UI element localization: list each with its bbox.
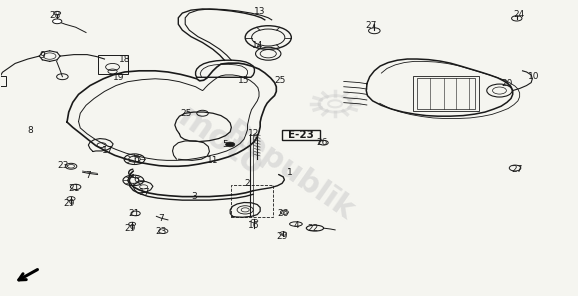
Text: 4: 4 [293, 221, 299, 230]
Text: 12: 12 [247, 129, 259, 138]
Text: 17: 17 [102, 147, 113, 155]
Text: 1: 1 [287, 168, 293, 177]
Bar [413, 76, 479, 111]
Text: 28: 28 [50, 11, 61, 20]
Text: 23: 23 [155, 226, 166, 236]
Text: 21: 21 [129, 209, 140, 218]
Text: 14: 14 [251, 41, 263, 50]
Text: 10: 10 [528, 72, 540, 81]
Text: 29: 29 [276, 232, 288, 242]
Text: 20: 20 [501, 79, 513, 88]
Text: E-23: E-23 [288, 130, 314, 140]
Text: 16: 16 [247, 221, 259, 230]
Text: 27: 27 [365, 21, 376, 30]
Text: 11: 11 [207, 156, 218, 165]
Bar [98, 55, 128, 74]
Text: moto: moto [171, 101, 269, 183]
Text: 24: 24 [513, 10, 524, 19]
Text: 29: 29 [125, 224, 136, 233]
Circle shape [225, 142, 235, 147]
Text: 19: 19 [113, 73, 125, 82]
Text: 6: 6 [134, 175, 139, 184]
Text: 3: 3 [191, 192, 197, 201]
Bar [231, 185, 273, 217]
Text: 5: 5 [223, 140, 228, 149]
Text: 7: 7 [158, 214, 164, 223]
Bar [0, 76, 6, 86]
Text: Republīk: Republīk [219, 117, 359, 226]
Text: 27: 27 [511, 165, 523, 174]
Text: 9: 9 [39, 51, 45, 60]
Text: 26: 26 [317, 138, 328, 147]
Text: 7: 7 [86, 170, 91, 180]
Text: 22: 22 [307, 224, 319, 233]
Circle shape [53, 19, 62, 24]
Text: 2: 2 [244, 179, 250, 189]
Text: 25: 25 [181, 109, 192, 118]
Text: 18: 18 [119, 55, 131, 64]
Text: 23: 23 [57, 161, 69, 170]
Text: 21: 21 [68, 184, 80, 193]
Text: 26: 26 [277, 209, 289, 218]
Text: 17: 17 [139, 188, 151, 197]
Text: 25: 25 [275, 76, 286, 85]
Text: 8: 8 [28, 126, 34, 135]
Text: 15: 15 [238, 76, 250, 85]
Text: 13: 13 [254, 7, 266, 15]
Text: 29: 29 [63, 199, 75, 208]
Text: 6: 6 [134, 155, 139, 164]
Bar [417, 78, 475, 109]
Circle shape [54, 11, 61, 15]
